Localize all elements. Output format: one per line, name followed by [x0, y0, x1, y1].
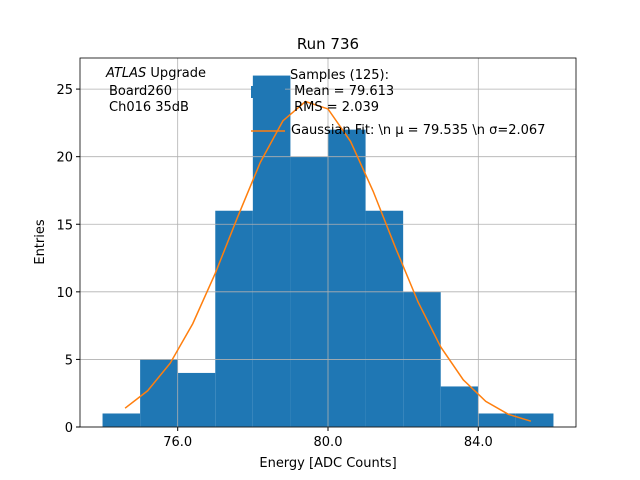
chart-title: Run 736: [297, 35, 359, 53]
legend-swatch: [251, 86, 285, 98]
x-tick-label: 76.0: [163, 435, 192, 450]
bar: [515, 413, 554, 427]
annotation-line: Board260: [109, 84, 173, 99]
bar: [365, 210, 404, 427]
y-tick-label: 5: [65, 353, 73, 368]
plot-frame: [79, 57, 577, 428]
annotation-label: Upgrade: [150, 66, 207, 81]
fit-line: [124, 100, 532, 422]
y-tick-label: 20: [56, 151, 73, 166]
y-tick-label: 0: [65, 421, 73, 436]
bar: [478, 413, 516, 427]
y-tick-label: 25: [56, 83, 73, 98]
bar: [328, 129, 366, 427]
x-tick-label: 84.0: [464, 435, 493, 450]
bar: [440, 386, 479, 427]
bar: [177, 372, 216, 427]
annotation-line: Ch016 35dB: [109, 100, 189, 115]
bar: [140, 359, 178, 427]
bar: [102, 413, 141, 427]
annotation: ATLAS Upgrade: [106, 66, 206, 82]
bar: [215, 210, 253, 427]
x-axis-label: Energy [ADC Counts]: [259, 456, 396, 471]
y-tick-label: 10: [56, 286, 73, 301]
legend-label: Gaussian Fit: \n μ = 79.535 \n σ=2.067: [291, 123, 546, 138]
bar: [252, 75, 291, 428]
y-axis-label: Entries: [33, 219, 48, 265]
experiment: ATLAS: [106, 66, 147, 81]
x-tick-label: 80.0: [314, 435, 343, 450]
legend-label: Samples (125): Mean = 79.613 RMS = 2.039: [290, 68, 395, 115]
y-tick-label: 15: [56, 218, 73, 233]
